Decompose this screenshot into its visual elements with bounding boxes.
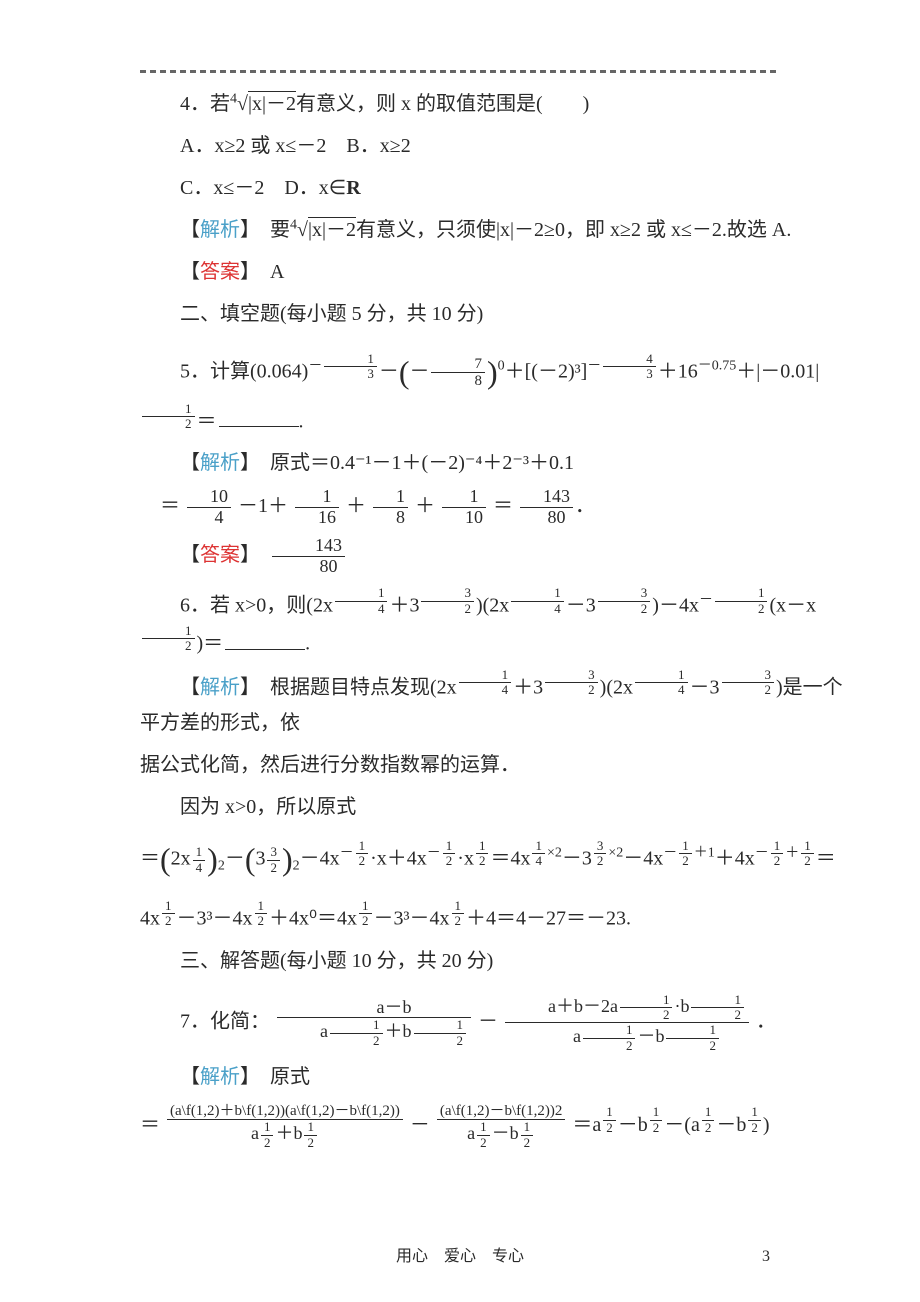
blank-fill: [219, 426, 299, 427]
q7-step: ＝ (a\f(1,2)＋b\f(1,2))(a\f(1,2)－b\f(1,2))…: [140, 1103, 860, 1150]
q7-frac2: a＋b－2a12·b12 a12－b12: [505, 993, 749, 1053]
q5-stem: 5．计算(0.064)－13－(－78)0＋[(－2)³]－43＋16－0.75…: [140, 344, 860, 439]
q5-answer: 【答案】 14380: [140, 536, 860, 577]
answer-label: 答案: [200, 261, 240, 283]
q7-frac1: a－b a12＋b12: [277, 998, 471, 1048]
q4-stem: 4．若4√|x|－2有意义，则 x 的取值范围是( ): [140, 86, 860, 122]
section2-title: 二、填空题(每小题 5 分，共 10 分): [140, 296, 860, 332]
top-rule: [140, 70, 780, 73]
section3-title: 三、解答题(每小题 10 分，共 20 分): [140, 943, 860, 979]
q4-radical: 4√|x|－2: [230, 93, 296, 115]
q5-analysis-2: ＝ 104 －1＋ 116 ＋ 18 ＋ 110 ＝ 14380．: [140, 487, 860, 528]
q7-stem: 7．化简： a－b a12＋b12 － a＋b－2a12·b12 a12－b12…: [140, 993, 860, 1053]
page-number: 3: [762, 1243, 770, 1272]
footer-motto: 用心 爱心 专心: [0, 1243, 920, 1272]
analysis-label: 解析: [200, 219, 240, 241]
q4-opts-ab: A．x≥2 或 x≤－2 B．x≥2: [140, 128, 860, 164]
q5-analysis-1: 【解析】 原式＝0.4⁻¹－1＋(－2)⁻⁴＋2⁻³＋0.1: [140, 445, 860, 481]
q6-because: 因为 x>0，所以原式: [140, 789, 860, 825]
blank-fill: [225, 649, 305, 650]
q4-analysis: 【解析】 要4√|x|－2有意义，只须使|x|－2≥0，即 x≥2 或 x≤－2…: [140, 212, 860, 248]
q6-analysis-2: 据公式化简，然后进行分数指数幂的运算．: [140, 747, 860, 783]
q4-answer: 【答案】 A: [140, 254, 860, 290]
q6-stem: 6．若 x>0，则(2x14＋332)(2x14－332)－4x－12(x－x1…: [140, 586, 860, 661]
q7-analysis: 【解析】 原式: [140, 1059, 860, 1095]
content: 4．若4√|x|－2有意义，则 x 的取值范围是( ) A．x≥2 或 x≤－2…: [140, 86, 860, 1150]
q4-opts-cd: C．x≤－2 D．x∈R: [140, 170, 860, 206]
q6-calc-2: 4x12－3³－4x12＋4x⁰＝4x12－3³－4x12＋4＝4－27＝－23…: [140, 899, 860, 937]
q4-num: 4: [180, 93, 190, 115]
q6-analysis-1: 【解析】 根据题目特点发现(2x14＋332)(2x14－332)是一个平方差的…: [140, 668, 860, 742]
q6-calc-1: ＝(2x14)2－(332)2－4x－12·x＋4x－12·x12＝4x14×2…: [140, 831, 860, 889]
